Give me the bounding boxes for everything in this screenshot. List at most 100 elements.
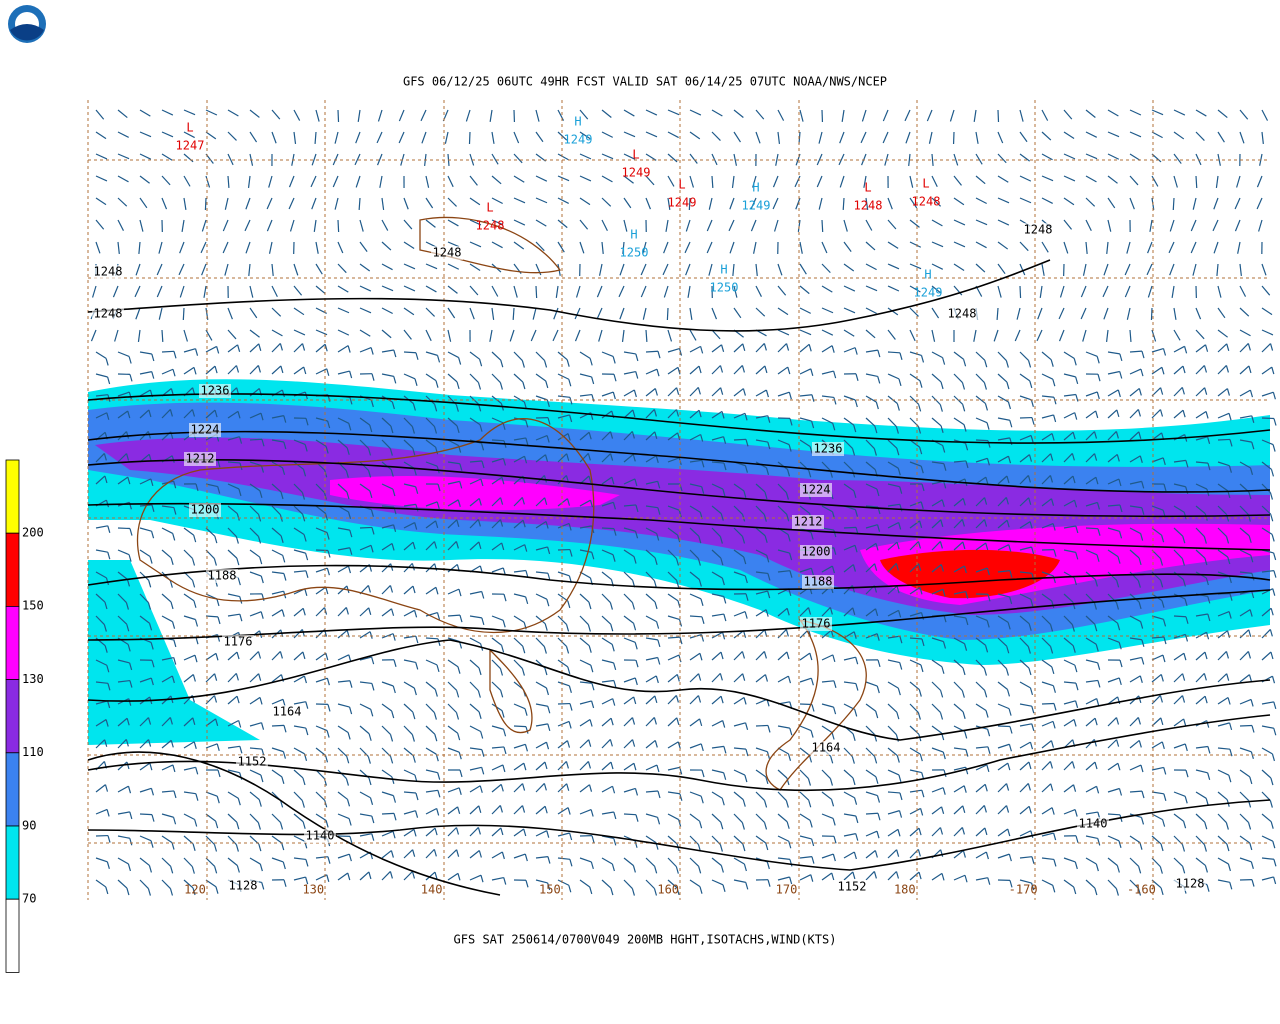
barb [821,461,831,472]
barb [609,453,614,461]
barb [865,285,878,292]
barb [392,633,396,641]
barb [645,368,658,375]
barb [733,505,743,515]
barb [368,607,372,615]
barb [877,376,881,384]
barb [609,739,613,747]
barb [535,395,548,401]
barb [613,528,617,536]
barb [521,805,526,813]
barb [279,343,283,351]
barb [942,445,946,453]
barb [698,409,702,418]
barb [535,109,540,122]
barb [1256,175,1263,188]
barb [1151,835,1162,845]
barb [513,437,526,441]
barb [931,241,944,248]
barb [447,329,452,342]
barb [293,366,305,375]
barb [1118,531,1123,539]
barb [348,423,352,431]
barb [569,703,573,711]
barb [557,761,567,771]
barb [249,769,262,776]
barb [491,725,504,730]
barb [1075,835,1079,843]
barb [1082,263,1087,276]
barb [447,461,460,465]
barb [711,813,722,823]
barb [821,285,833,293]
barb [941,806,945,814]
barb [987,877,991,885]
barb [544,806,548,814]
barb [271,590,284,595]
barb [997,285,1002,298]
barb [1117,389,1121,398]
barb [865,373,878,378]
barb [619,263,625,276]
barb [425,848,435,859]
center-symbol: H [924,268,931,282]
barb [95,109,105,120]
barb [920,501,924,509]
barb [447,725,459,734]
barb [170,557,174,565]
barb [499,382,503,390]
barb [939,541,943,549]
barb [833,397,837,405]
contour-label: 1164 [273,705,302,719]
barb [95,153,108,160]
barb [1151,175,1159,187]
barb [535,830,548,837]
barb [887,197,893,210]
barb [975,395,986,404]
barb [905,131,911,144]
barb [632,739,636,747]
barb [965,749,969,757]
barb [447,285,458,294]
barb [415,662,419,670]
barb [169,888,174,896]
barb [721,798,725,806]
barb [645,431,656,441]
barb [843,329,855,337]
barb [964,443,969,451]
barb [645,388,656,397]
barb [457,873,461,881]
barb [1173,175,1178,188]
barb [381,791,394,797]
barb [1126,241,1131,254]
barb [1052,685,1056,693]
barb [139,351,152,355]
barb [657,481,661,489]
barb [271,609,283,617]
barb [689,673,700,683]
barb [1063,197,1075,206]
barb [1095,863,1099,872]
barb [931,703,941,713]
barb [481,749,485,757]
barb [161,764,174,771]
center-value: 1249 [914,286,943,300]
barb [601,153,614,160]
barb [865,197,869,210]
barb [1169,263,1175,276]
barb [249,131,258,143]
barb [831,872,835,881]
barb [434,404,438,412]
barb [447,219,459,227]
barb [755,791,765,801]
barb [1041,414,1054,419]
barb [1041,498,1052,507]
barb [148,623,153,631]
barb [1239,651,1249,661]
barb [645,656,658,661]
barb [1217,307,1226,319]
barb [865,329,876,339]
barb [1269,800,1273,808]
barb [1173,743,1186,749]
